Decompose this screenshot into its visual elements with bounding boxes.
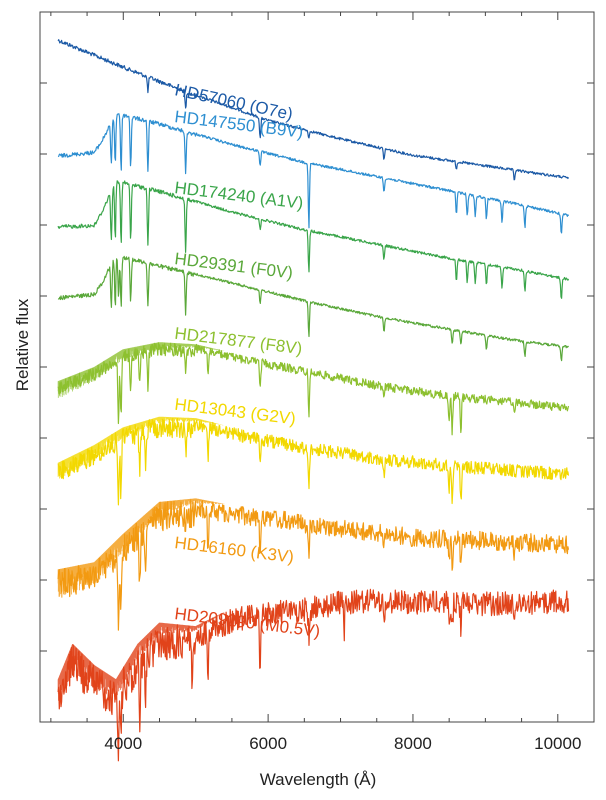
y-axis-title: Relative flux [13,298,32,391]
x-tick-label: 10000 [534,734,581,753]
series-texture-4 [58,342,224,398]
x-tick-label: 8000 [394,734,432,753]
x-tick-label: 4000 [104,734,142,753]
series-5 [58,417,568,505]
series-3 [58,256,568,360]
series-line-4 [58,343,568,435]
series-0 [58,40,568,180]
x-tick-label: 6000 [249,734,287,753]
series-label-5: HD13043 (G2V) [173,395,296,429]
series-line-0 [58,40,568,180]
x-axis-title: Wavelength (Å) [260,770,377,789]
series-line-3 [58,256,568,360]
series-label-2: HD174240 (A1V) [173,178,304,213]
series-label-3: HD29391 (F0V) [173,249,293,282]
spectra-group [58,40,568,761]
series-4 [58,342,568,435]
series-label-6: HD16160 (K3V) [173,533,294,566]
y-axis-ticks [40,83,594,651]
